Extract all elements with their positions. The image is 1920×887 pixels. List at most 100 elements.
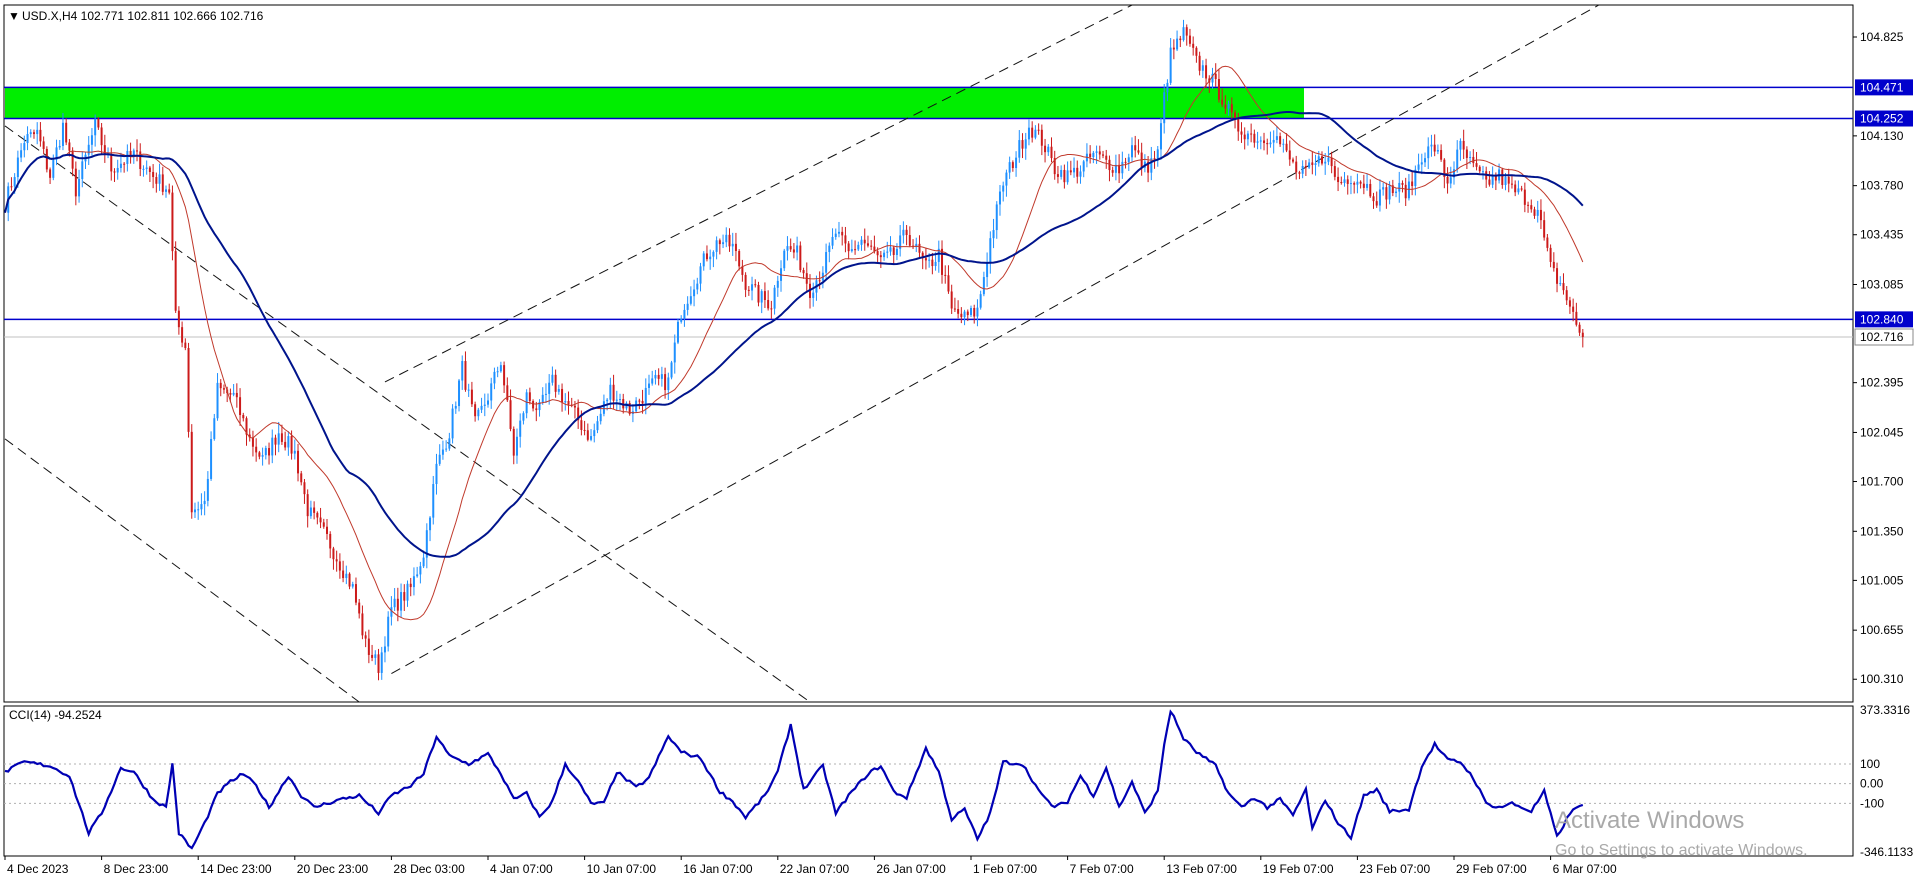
candle[interactable]: [490, 377, 493, 409]
candle[interactable]: [300, 470, 303, 486]
candle[interactable]: [551, 366, 554, 386]
candle[interactable]: [1095, 145, 1098, 164]
candle[interactable]: [599, 407, 602, 425]
candle[interactable]: [42, 136, 45, 155]
candle[interactable]: [1523, 182, 1526, 213]
candle[interactable]: [944, 265, 947, 284]
candle[interactable]: [1443, 158, 1446, 189]
candle[interactable]: [152, 164, 155, 189]
candle[interactable]: [406, 580, 409, 607]
candle[interactable]: [1382, 182, 1385, 196]
candle[interactable]: [1150, 146, 1153, 181]
candle[interactable]: [1340, 176, 1343, 185]
channel-line-0[interactable]: [4, 125, 811, 702]
candle[interactable]: [255, 438, 258, 462]
candle[interactable]: [1330, 151, 1333, 174]
candle[interactable]: [1256, 131, 1259, 150]
candle[interactable]: [641, 389, 644, 414]
candle[interactable]: [590, 429, 593, 442]
candle[interactable]: [103, 134, 106, 163]
candle[interactable]: [957, 300, 960, 319]
candle[interactable]: [1263, 132, 1266, 151]
candle[interactable]: [1366, 173, 1369, 191]
candle[interactable]: [1292, 157, 1294, 164]
candle[interactable]: [1201, 60, 1204, 78]
candle[interactable]: [786, 236, 789, 261]
candle[interactable]: [1349, 175, 1352, 195]
candle[interactable]: [474, 401, 477, 422]
candle[interactable]: [1562, 273, 1565, 295]
candle[interactable]: [123, 162, 126, 173]
candle[interactable]: [541, 387, 544, 405]
candle[interactable]: [953, 297, 956, 312]
candle[interactable]: [770, 300, 773, 319]
candle[interactable]: [441, 440, 444, 460]
candle[interactable]: [1082, 159, 1085, 178]
candle[interactable]: [1301, 160, 1304, 179]
candle[interactable]: [908, 226, 911, 248]
candle[interactable]: [1002, 181, 1005, 202]
candle[interactable]: [1446, 167, 1449, 194]
candle[interactable]: [863, 228, 866, 251]
candle[interactable]: [619, 393, 622, 411]
candle[interactable]: [297, 443, 300, 482]
candle[interactable]: [451, 404, 454, 444]
candle[interactable]: [303, 478, 306, 504]
candle[interactable]: [767, 290, 770, 311]
candle[interactable]: [280, 424, 283, 445]
candle[interactable]: [61, 112, 64, 151]
candle[interactable]: [950, 284, 953, 315]
candle[interactable]: [1069, 160, 1072, 176]
candle[interactable]: [338, 553, 341, 579]
candle[interactable]: [577, 399, 580, 429]
candle[interactable]: [831, 228, 834, 250]
candle[interactable]: [1108, 155, 1111, 182]
candle[interactable]: [1253, 129, 1256, 148]
candle[interactable]: [660, 366, 663, 387]
candle[interactable]: [664, 367, 667, 399]
candle[interactable]: [751, 276, 754, 301]
candle[interactable]: [271, 429, 274, 464]
candle[interactable]: [934, 252, 937, 271]
candle[interactable]: [155, 172, 158, 193]
candle[interactable]: [792, 243, 795, 259]
candle[interactable]: [757, 281, 760, 307]
candle[interactable]: [1395, 188, 1398, 198]
candle[interactable]: [1050, 137, 1053, 163]
candle[interactable]: [416, 566, 419, 578]
candle[interactable]: [419, 561, 422, 584]
candle[interactable]: [412, 567, 415, 596]
candle[interactable]: [654, 369, 657, 385]
candle[interactable]: [1456, 140, 1459, 173]
candle[interactable]: [1034, 125, 1037, 140]
candle[interactable]: [23, 135, 26, 158]
candle[interactable]: [461, 355, 464, 390]
candle[interactable]: [715, 236, 718, 260]
candle[interactable]: [1295, 155, 1298, 180]
candle[interactable]: [870, 240, 873, 251]
candle[interactable]: [615, 390, 618, 411]
candle[interactable]: [648, 374, 650, 395]
candle[interactable]: [1282, 138, 1285, 153]
candle[interactable]: [1079, 165, 1082, 184]
candle[interactable]: [976, 299, 979, 327]
candle[interactable]: [206, 471, 209, 507]
candle[interactable]: [49, 167, 52, 185]
candle[interactable]: [316, 511, 319, 525]
candle[interactable]: [1044, 138, 1047, 163]
candle[interactable]: [1475, 151, 1478, 171]
candle[interactable]: [1227, 100, 1230, 116]
candle[interactable]: [1543, 211, 1546, 241]
candle[interactable]: [709, 249, 712, 270]
candle[interactable]: [261, 447, 264, 466]
candle[interactable]: [1507, 168, 1510, 193]
candle[interactable]: [818, 271, 821, 290]
candle[interactable]: [1414, 165, 1417, 196]
candle[interactable]: [1459, 138, 1462, 161]
candle[interactable]: [387, 611, 390, 652]
candle[interactable]: [1053, 150, 1056, 180]
candle[interactable]: [1314, 154, 1317, 176]
candle[interactable]: [1407, 174, 1410, 201]
candle[interactable]: [834, 228, 837, 240]
candle[interactable]: [1224, 95, 1227, 114]
